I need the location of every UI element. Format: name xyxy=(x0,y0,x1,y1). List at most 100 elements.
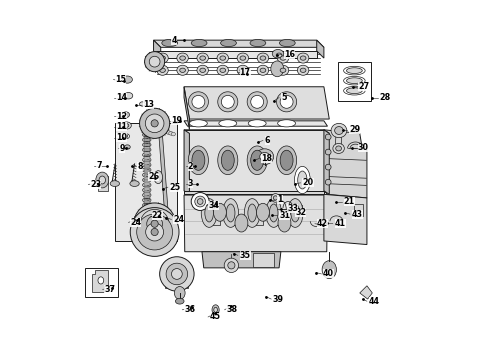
Bar xyxy=(144,147,150,149)
Bar xyxy=(144,131,150,133)
Ellipse shape xyxy=(143,148,148,152)
Ellipse shape xyxy=(143,143,148,147)
Polygon shape xyxy=(184,87,190,130)
Ellipse shape xyxy=(200,56,205,60)
Bar xyxy=(354,204,364,216)
Ellipse shape xyxy=(218,146,238,175)
Ellipse shape xyxy=(162,129,166,133)
Polygon shape xyxy=(153,51,317,58)
Ellipse shape xyxy=(220,56,225,60)
Ellipse shape xyxy=(237,65,248,75)
Ellipse shape xyxy=(221,95,234,108)
Ellipse shape xyxy=(251,150,264,170)
Ellipse shape xyxy=(124,135,128,138)
Ellipse shape xyxy=(143,173,148,177)
Ellipse shape xyxy=(228,262,235,269)
Text: 28: 28 xyxy=(379,93,391,102)
Ellipse shape xyxy=(294,166,310,194)
Ellipse shape xyxy=(157,127,161,131)
Ellipse shape xyxy=(260,152,270,161)
Bar xyxy=(98,176,108,191)
Ellipse shape xyxy=(98,277,104,284)
Ellipse shape xyxy=(240,56,245,60)
Polygon shape xyxy=(184,191,324,194)
Ellipse shape xyxy=(143,138,148,141)
Ellipse shape xyxy=(197,65,208,75)
Ellipse shape xyxy=(219,120,237,127)
Ellipse shape xyxy=(146,178,151,182)
Text: 16: 16 xyxy=(284,50,294,59)
Ellipse shape xyxy=(346,68,362,73)
Ellipse shape xyxy=(188,92,208,112)
Text: 31: 31 xyxy=(279,211,290,220)
Ellipse shape xyxy=(172,269,182,279)
Ellipse shape xyxy=(171,132,175,136)
Ellipse shape xyxy=(197,199,203,204)
Ellipse shape xyxy=(146,128,151,132)
Ellipse shape xyxy=(124,124,129,127)
Ellipse shape xyxy=(280,95,293,108)
Ellipse shape xyxy=(146,219,151,222)
Bar xyxy=(144,219,150,221)
Ellipse shape xyxy=(218,92,238,112)
Ellipse shape xyxy=(346,88,362,94)
Bar xyxy=(253,253,274,267)
Ellipse shape xyxy=(124,93,133,99)
Polygon shape xyxy=(290,205,302,210)
Ellipse shape xyxy=(336,146,342,151)
Ellipse shape xyxy=(217,65,228,75)
Bar xyxy=(144,206,150,208)
Ellipse shape xyxy=(149,56,160,67)
Ellipse shape xyxy=(110,181,120,186)
Ellipse shape xyxy=(99,176,105,184)
Ellipse shape xyxy=(180,56,186,60)
Bar xyxy=(144,178,150,180)
Ellipse shape xyxy=(247,92,267,112)
Ellipse shape xyxy=(157,65,168,75)
Bar xyxy=(144,139,150,141)
Polygon shape xyxy=(202,252,281,268)
Bar xyxy=(144,173,150,175)
Ellipse shape xyxy=(197,53,208,63)
Polygon shape xyxy=(184,195,327,252)
Ellipse shape xyxy=(195,196,205,207)
Ellipse shape xyxy=(271,61,284,77)
Ellipse shape xyxy=(331,123,347,138)
Ellipse shape xyxy=(134,203,175,244)
Bar xyxy=(144,180,150,182)
Ellipse shape xyxy=(192,150,205,170)
Ellipse shape xyxy=(260,56,266,60)
Ellipse shape xyxy=(146,224,151,227)
Text: 24: 24 xyxy=(130,218,142,227)
Ellipse shape xyxy=(248,120,266,127)
Ellipse shape xyxy=(143,133,148,136)
Ellipse shape xyxy=(280,68,286,72)
Ellipse shape xyxy=(297,65,309,75)
Ellipse shape xyxy=(146,203,151,207)
Ellipse shape xyxy=(188,146,208,175)
Bar xyxy=(144,142,150,144)
Ellipse shape xyxy=(146,168,151,172)
Ellipse shape xyxy=(343,66,365,75)
Ellipse shape xyxy=(143,224,148,227)
Ellipse shape xyxy=(200,68,205,72)
Bar xyxy=(144,191,150,193)
Ellipse shape xyxy=(237,53,248,63)
Ellipse shape xyxy=(157,53,168,63)
Ellipse shape xyxy=(164,130,168,134)
Ellipse shape xyxy=(248,204,256,222)
Ellipse shape xyxy=(277,65,289,75)
Ellipse shape xyxy=(143,183,148,187)
Text: 37: 37 xyxy=(104,285,116,294)
Ellipse shape xyxy=(333,143,344,153)
Bar xyxy=(144,196,150,198)
Polygon shape xyxy=(324,194,367,244)
Ellipse shape xyxy=(271,194,280,202)
Ellipse shape xyxy=(212,305,219,315)
Bar xyxy=(144,167,150,169)
Ellipse shape xyxy=(122,134,129,139)
Bar xyxy=(144,193,150,195)
Ellipse shape xyxy=(143,193,148,197)
Text: 12: 12 xyxy=(116,112,127,121)
Text: 4: 4 xyxy=(172,36,177,45)
